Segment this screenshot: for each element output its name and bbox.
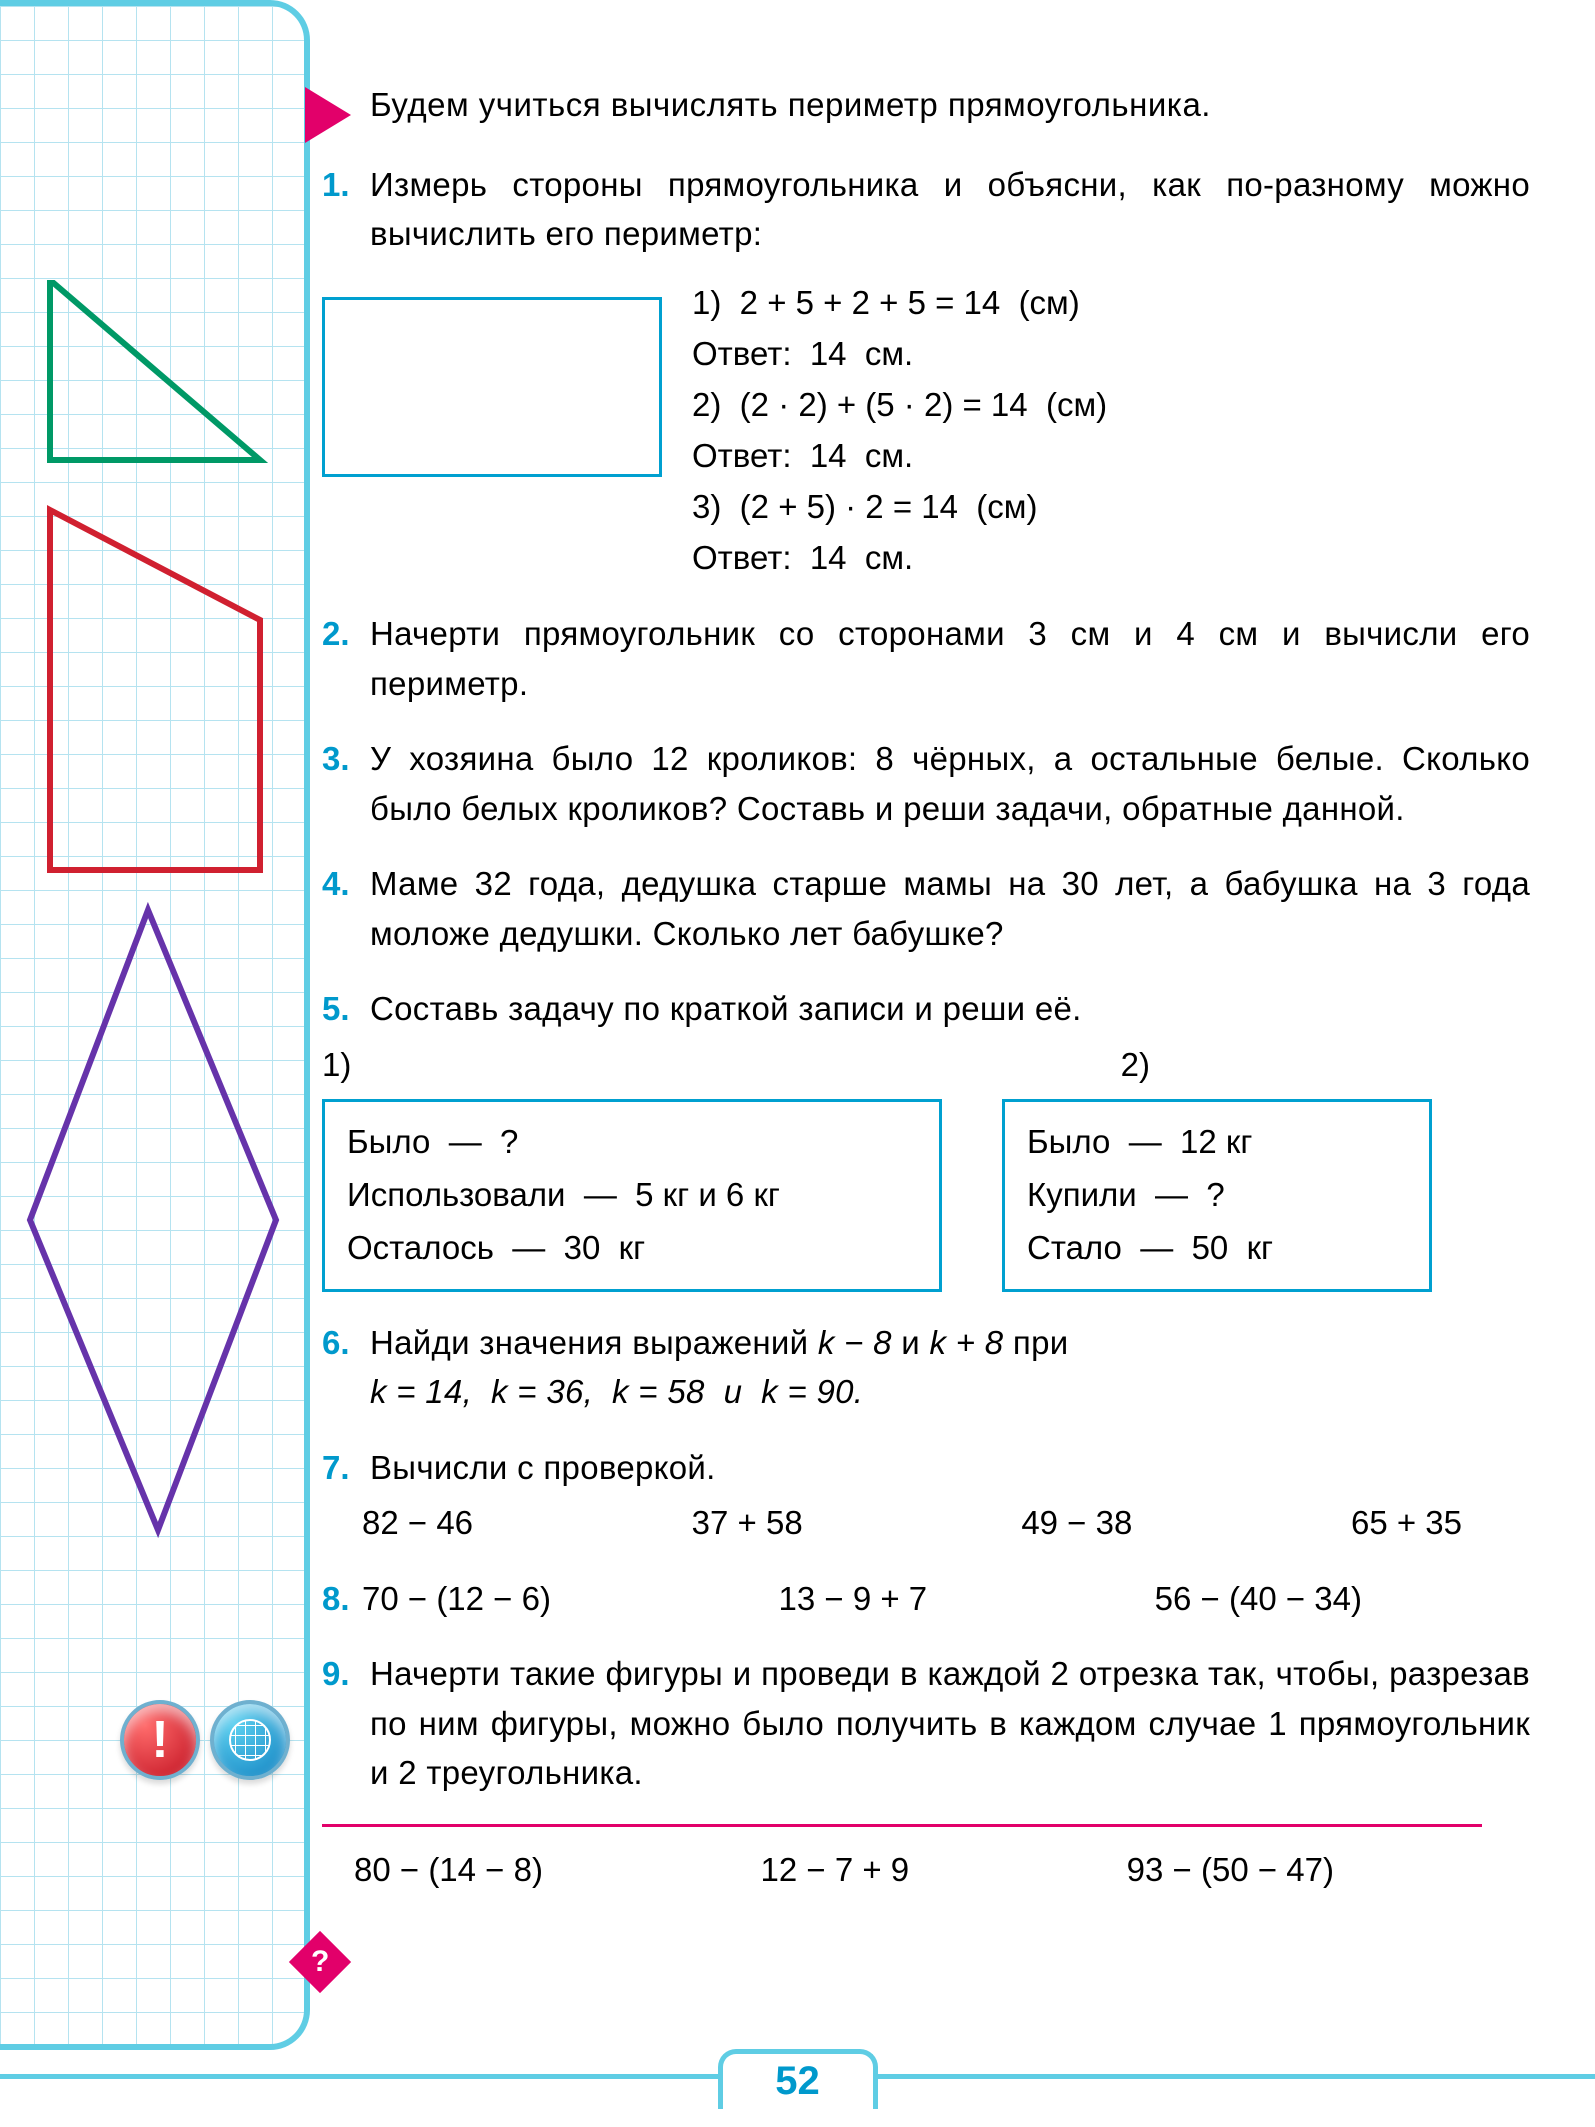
arrow-marker-icon (305, 87, 351, 143)
task-number: 6. (322, 1318, 370, 1368)
task-text: Вычисли с проверкой. (370, 1443, 1530, 1493)
content-area: Будем учиться вычислять периметр прямоуг… (370, 80, 1530, 1920)
rectangle-figure (322, 297, 662, 477)
task-5: 5. Составь задачу по краткой записи и ре… (370, 984, 1530, 1291)
expression: 80 − (14 − 8) (354, 1845, 543, 1895)
task-9: 9. Начерти такие фигуры и проведи в кажд… (370, 1649, 1530, 1798)
expression: 12 − 7 + 9 (761, 1845, 910, 1895)
brief-line: Было — 12 кг (1027, 1116, 1407, 1169)
task-number: 4. (322, 859, 370, 909)
expression: 37 + 58 (692, 1498, 803, 1548)
sidebar-shapes (20, 280, 300, 1580)
task-8: 8. 70 − (12 − 6) 13 − 9 + 7 56 − (40 − 3… (370, 1574, 1530, 1624)
subtask-label: 1) (322, 1040, 351, 1090)
expression: 56 − (40 − 34) (1155, 1574, 1362, 1624)
brief-line: Было — ? (347, 1116, 917, 1169)
calc-line: 2) (2 · 2) + (5 · 2) = 14 (см) (692, 379, 1107, 430)
expression: 93 − (50 − 47) (1127, 1845, 1334, 1895)
expression: 65 + 35 (1351, 1498, 1462, 1548)
task-4: 4. Маме 32 года, дедушка старше мамы на … (370, 859, 1530, 958)
task-text: Составь задачу по краткой записи и реши … (370, 984, 1530, 1034)
brief-line: Осталось — 30 кг (347, 1222, 917, 1275)
task-text: Измерь стороны прямоугольника и объясни,… (370, 160, 1530, 259)
task-text: Начерти прямоугольник со сторонами 3 см … (370, 609, 1530, 708)
calc-line: 3) (2 + 5) · 2 = 14 (см) (692, 481, 1107, 532)
exclamation-icon: ! (151, 1710, 168, 1770)
answer-line: Ответ: 14 см. (692, 328, 1107, 379)
expression: 49 − 38 (1021, 1498, 1132, 1548)
task-7: 7. Вычисли с проверкой. 82 − 46 37 + 58 … (370, 1443, 1530, 1548)
task-number: 9. (322, 1649, 370, 1699)
subtask-label: 2) (1121, 1040, 1150, 1090)
task-2: 2. Начерти прямоугольник со сторонами 3 … (370, 609, 1530, 708)
task-text: Начерти такие фигуры и проведи в каждой … (370, 1649, 1530, 1798)
textbook-page: ! ? Будем учиться вычислять периметр пря… (0, 0, 1595, 2127)
brief-line: Купили — ? (1027, 1169, 1407, 1222)
calc-line: 1) 2 + 5 + 2 + 5 = 14 (см) (692, 277, 1107, 328)
task-number: 1. (322, 160, 370, 210)
brief-line: Стало — 50 кг (1027, 1222, 1407, 1275)
page-number: 52 (718, 2049, 878, 2109)
brief-line: Использовали — 5 кг и 6 кг (347, 1169, 917, 1222)
task-number: 5. (322, 984, 370, 1034)
expression: 82 − 46 (362, 1498, 473, 1548)
task-number: 7. (322, 1443, 370, 1493)
grid-icon (229, 1719, 271, 1761)
task-text: Маме 32 года, дедушка старше мамы на 30 … (370, 859, 1530, 958)
task-6: 6. Найди значения выражений k − 8 и k + … (370, 1318, 1530, 1417)
rhombus-shape (30, 910, 276, 1530)
badge-row: ! (120, 1700, 290, 1780)
task-1: 1. Измерь стороны прямоугольника и объяс… (370, 160, 1530, 584)
answer-line: Ответ: 14 см. (692, 430, 1107, 481)
grid-badge (210, 1700, 290, 1780)
brief-box-1: Было — ? Использовали — 5 кг и 6 кг Оста… (322, 1099, 942, 1291)
separator-magenta (322, 1824, 1482, 1827)
task-text: Найди значения выражений k − 8 и k + 8 п… (370, 1318, 1530, 1417)
footer-exercises: 80 − (14 − 8) 12 − 7 + 9 93 − (50 − 47) (362, 1845, 1530, 1895)
answer-line: Ответ: 14 см. (692, 532, 1107, 583)
task-number: 3. (322, 734, 370, 784)
expression: 70 − (12 − 6) (362, 1574, 551, 1624)
task-text: У хозяина было 12 кроликов: 8 чёрных, а … (370, 734, 1530, 833)
pentagon-shape (50, 510, 260, 870)
brief-box-2: Было — 12 кг Купили — ? Стало — 50 кг (1002, 1099, 1432, 1291)
calculations: 1) 2 + 5 + 2 + 5 = 14 (см) Ответ: 14 см.… (692, 277, 1107, 584)
task-3: 3. У хозяина было 12 кроликов: 8 чёрных,… (370, 734, 1530, 833)
intro-text: Будем учиться вычислять периметр прямоуг… (370, 80, 1530, 130)
triangle-shape (50, 280, 260, 460)
task-number: 2. (322, 609, 370, 659)
attention-badge: ! (120, 1700, 200, 1780)
expression: 13 − 9 + 7 (779, 1574, 928, 1624)
